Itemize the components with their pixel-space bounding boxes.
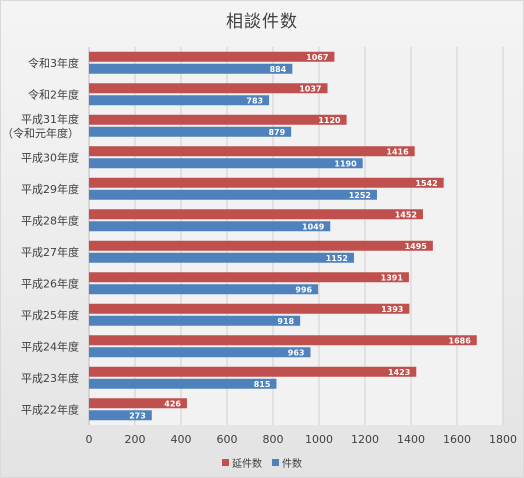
- y-category-label: 平成30年度: [21, 150, 79, 164]
- y-category-label: 平成22年度: [21, 402, 79, 416]
- data-label-series-0: 1416: [386, 147, 409, 156]
- x-tick-label: 200: [125, 433, 146, 446]
- data-label-series-1: 1152: [326, 254, 348, 263]
- y-category-label: 平成23年度: [21, 371, 79, 385]
- bar-series-1: [89, 315, 301, 326]
- bar-series-0: [89, 209, 423, 220]
- data-label-series-0: 1423: [388, 368, 410, 377]
- data-label-series-0: 1542: [415, 179, 437, 188]
- x-tick-label: 800: [263, 433, 284, 446]
- legend: 延件数 件数: [1, 455, 523, 470]
- x-tick-label: 1200: [351, 433, 379, 446]
- x-tick-label: 600: [217, 433, 238, 446]
- bar-series-1: [89, 126, 292, 137]
- chart-title: 相談件数: [226, 12, 298, 32]
- y-category-label: 平成31年度（令和元年度）: [2, 112, 79, 140]
- bar-series-0: [89, 83, 328, 94]
- data-label-series-1: 918: [277, 317, 294, 326]
- data-label-series-0: 1495: [405, 242, 428, 251]
- y-category-label: 平成24年度: [21, 339, 79, 353]
- bar-series-0: [89, 335, 477, 346]
- bar-series-1: [89, 95, 270, 106]
- data-label-series-1: 273: [129, 411, 146, 420]
- data-label-series-1: 815: [254, 380, 271, 389]
- data-label-series-1: 1049: [302, 222, 325, 231]
- bar-series-0: [89, 398, 187, 409]
- x-tick-label: 1800: [489, 433, 517, 446]
- data-label-series-1: 783: [246, 96, 263, 105]
- data-label-series-1: 1252: [349, 191, 371, 200]
- x-tick-label: 1000: [305, 433, 333, 446]
- bar-series-1: [89, 284, 319, 295]
- y-category-label: 平成27年度: [21, 245, 79, 259]
- bar-series-1: [89, 189, 377, 200]
- legend-item-series-0: 延件数: [222, 455, 262, 470]
- legend-label-series-1: 件数: [282, 459, 302, 470]
- legend-item-series-1: 件数: [272, 455, 302, 470]
- data-label-series-0: 1391: [381, 273, 404, 282]
- x-tick-label: 400: [171, 433, 192, 446]
- bar-series-1: [89, 410, 152, 421]
- bar-series-0: [89, 240, 433, 251]
- data-label-series-1: 1190: [334, 159, 357, 168]
- data-label-series-0: 1037: [299, 84, 321, 93]
- data-label-series-1: 884: [270, 65, 287, 74]
- y-category-label: 平成25年度: [21, 308, 79, 322]
- x-tick-label: 1400: [397, 433, 425, 446]
- bar-series-0: [89, 272, 409, 283]
- y-category-label: 平成29年度: [21, 182, 79, 196]
- legend-swatch-series-0: [222, 459, 229, 466]
- data-label-series-1: 879: [268, 128, 285, 137]
- bar-series-1: [89, 63, 293, 74]
- data-label-series-0: 1686: [449, 336, 472, 345]
- data-label-series-0: 1393: [381, 305, 403, 314]
- data-label-series-0: 426: [164, 399, 181, 408]
- legend-label-series-0: 延件数: [232, 459, 262, 470]
- y-category-label: 令和2年度: [28, 87, 79, 101]
- legend-swatch-series-1: [272, 459, 279, 466]
- x-tick-label: 1600: [443, 433, 471, 446]
- data-label-series-1: 996: [295, 285, 312, 294]
- bar-series-1: [89, 252, 354, 263]
- data-label-series-0: 1067: [306, 53, 328, 62]
- bar-series-0: [89, 51, 335, 62]
- y-category-label: 平成28年度: [21, 213, 79, 227]
- data-label-series-0: 1120: [318, 116, 341, 125]
- bar-series-0: [89, 366, 417, 377]
- bar-series-0: [89, 177, 444, 188]
- x-tick-label: 0: [86, 433, 93, 446]
- y-category-label: 令和3年度: [28, 56, 79, 70]
- bar-series-1: [89, 347, 311, 358]
- bar-series-0: [89, 303, 410, 314]
- data-label-series-0: 1452: [395, 210, 417, 219]
- bar-series-1: [89, 158, 363, 169]
- bar-series-1: [89, 221, 331, 232]
- plot-area: [89, 47, 503, 425]
- data-label-series-1: 963: [288, 348, 305, 357]
- bar-series-1: [89, 378, 277, 389]
- bar-series-0: [89, 146, 415, 157]
- bar-series-0: [89, 114, 347, 125]
- y-category-label: 平成26年度: [21, 276, 79, 290]
